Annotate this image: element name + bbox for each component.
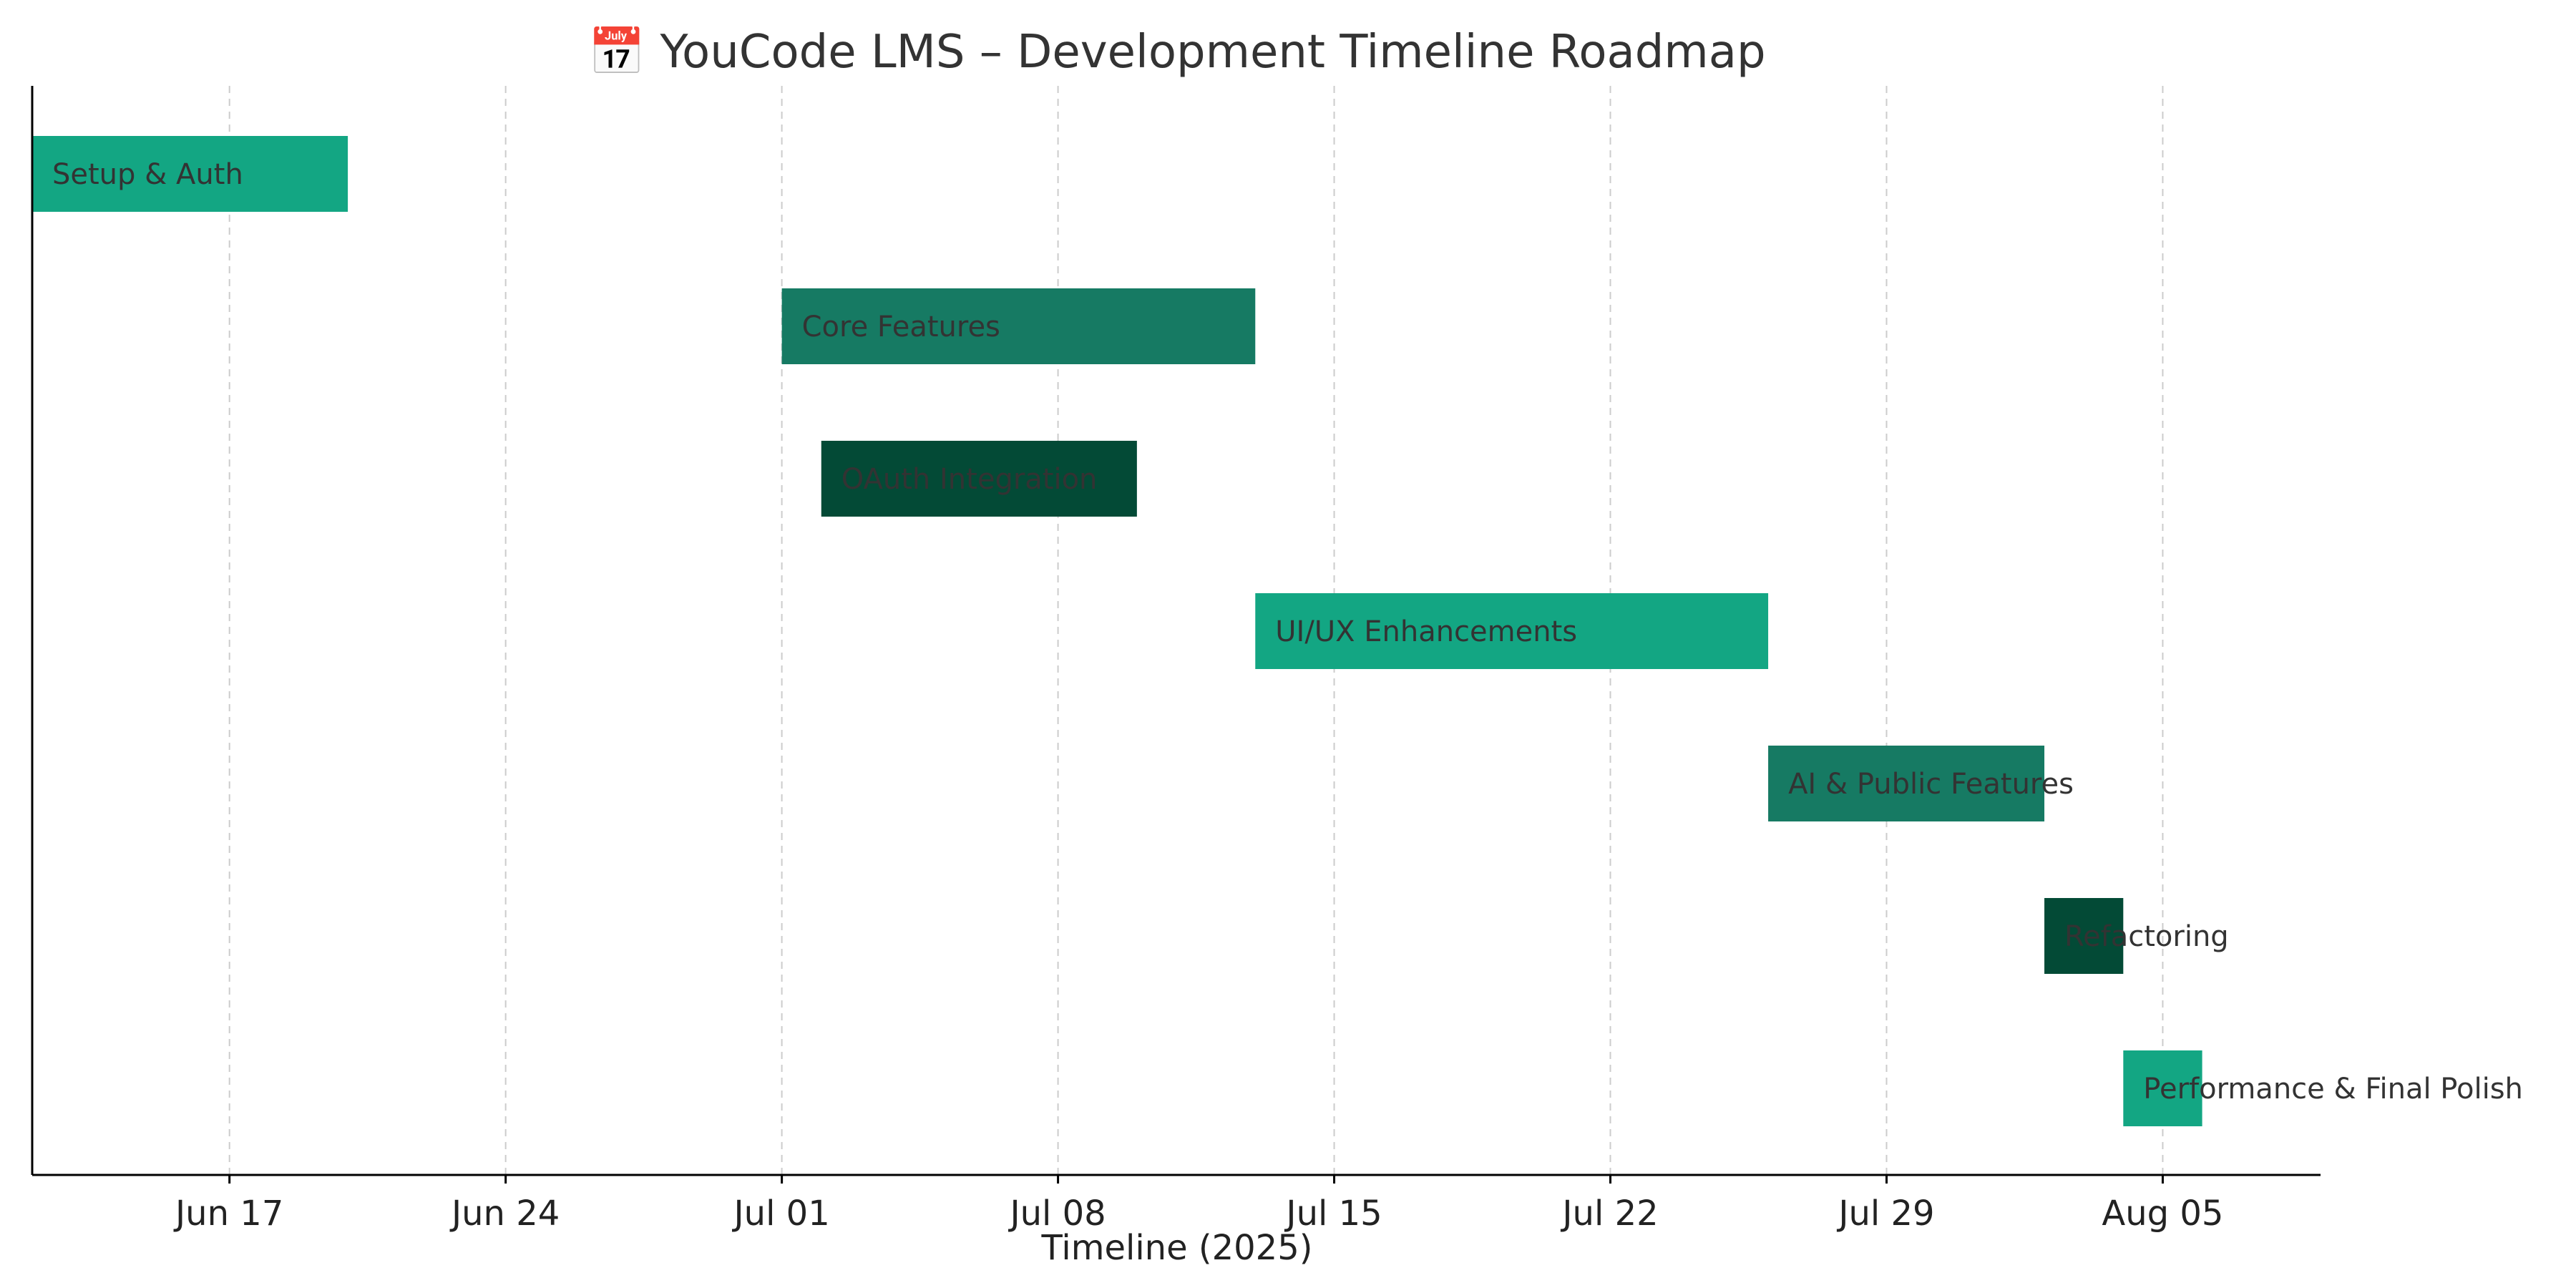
- chart-title: 📅 YouCode LMS – Development Timeline Roa…: [588, 26, 1765, 79]
- task-bar: [821, 441, 1137, 517]
- task-bar: [32, 136, 348, 212]
- task-bar: [781, 288, 1256, 364]
- task-bar: [2044, 898, 2124, 974]
- x-tick-label: Jul 08: [1008, 1194, 1106, 1234]
- axis-layer: [31, 86, 2321, 1176]
- task-label: UI/UX Enhancements: [1275, 615, 1577, 648]
- task-label: AI & Public Features: [1788, 768, 2074, 801]
- task-bar: [1768, 746, 2045, 821]
- x-tick-label: Jul 15: [1284, 1194, 1382, 1234]
- task-label: OAuth Integration: [841, 463, 1098, 496]
- x-tick-label: Jun 17: [173, 1194, 283, 1234]
- tick-layer: Jun 17 Jun 24 Jul 01 Jul 08 Jul 15 Jul 22 Jul …: [173, 1175, 2223, 1234]
- grid-layer: [228, 86, 2164, 1175]
- x-axis-label: Timeline (2025): [1041, 1228, 1313, 1268]
- task-bar: [2123, 1050, 2202, 1126]
- task-bar: [1255, 593, 1769, 669]
- task-label: Setup & Auth: [52, 158, 243, 191]
- x-tick-label: Jun 24: [449, 1194, 560, 1234]
- bar-layer: Setup & Auth Core Features OAuth Integrati…: [32, 136, 2523, 1126]
- task-label: Core Features: [802, 311, 1000, 343]
- x-tick-label: Jul 01: [731, 1194, 829, 1234]
- task-label: Performance & Final Polish: [2143, 1073, 2523, 1106]
- x-tick-label: Jul 22: [1560, 1194, 1658, 1234]
- task-label: Refactoring: [2064, 920, 2229, 953]
- x-tick-label: Aug 05: [2102, 1194, 2223, 1234]
- x-tick-label: Jul 29: [1836, 1194, 1934, 1234]
